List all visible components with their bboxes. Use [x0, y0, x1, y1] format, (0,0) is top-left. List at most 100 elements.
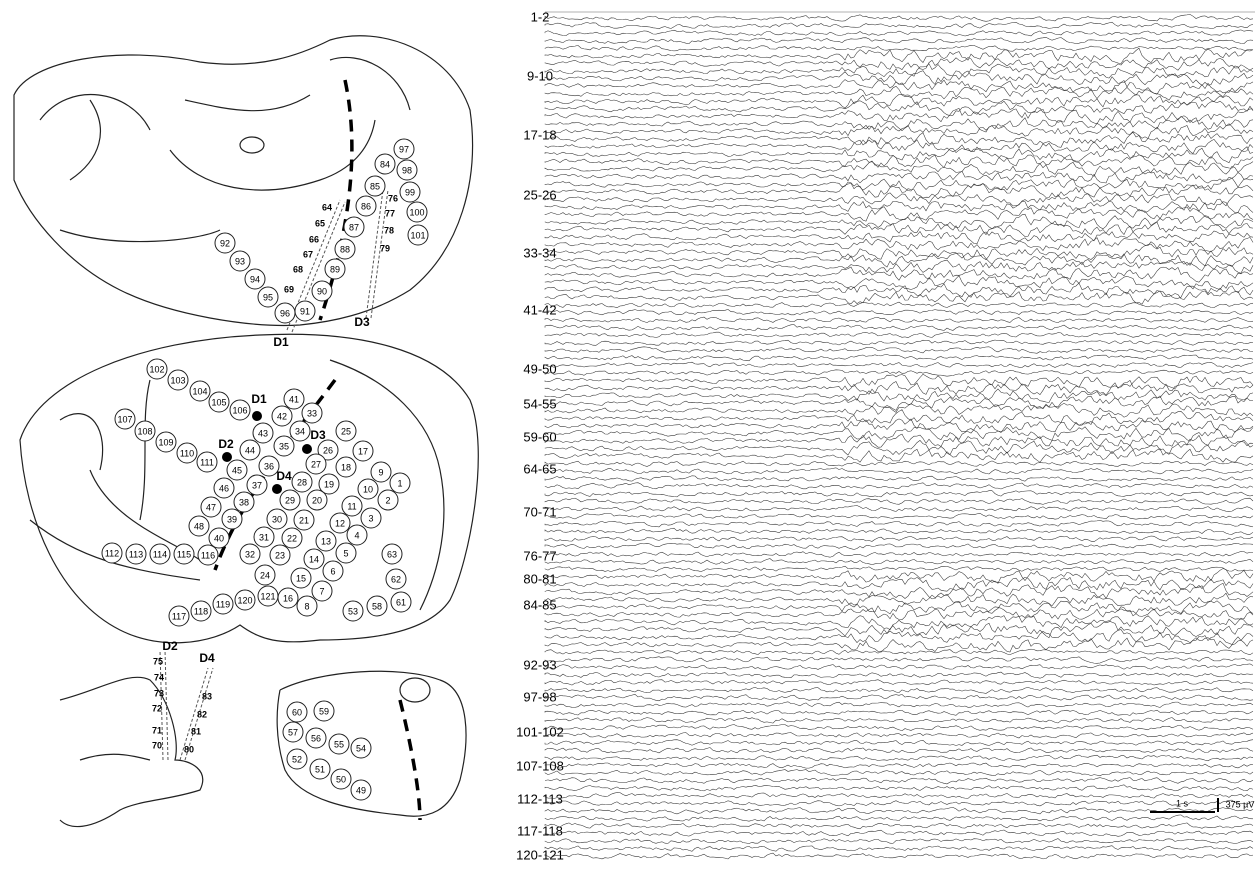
contact-label: 16 — [283, 593, 293, 603]
contact-label: 22 — [287, 533, 297, 543]
contact-label: 110 — [180, 448, 194, 458]
channel-label: 17-18 — [523, 127, 556, 142]
eeg-trace — [544, 331, 1254, 338]
contact-label: 3 — [368, 513, 373, 523]
contact-circle — [290, 567, 312, 589]
contact-circle — [357, 478, 379, 500]
eeg-trace — [544, 732, 1254, 739]
contact-circle — [229, 399, 251, 421]
contact-circle — [313, 700, 335, 722]
eeg-trace — [544, 582, 1254, 600]
contact-label: 120 — [237, 595, 252, 605]
eeg-trace — [544, 221, 1254, 237]
contact-label: 113 — [129, 549, 143, 559]
contact-circle — [317, 439, 339, 461]
contact-label: 121 — [260, 591, 275, 601]
contact-circle — [200, 496, 222, 518]
eeg-trace — [544, 94, 1254, 109]
eeg-trace — [544, 762, 1254, 769]
eeg-trace — [544, 460, 1254, 467]
contact-label: 104 — [192, 386, 207, 396]
contact-circle — [341, 495, 363, 517]
eeg-trace — [544, 606, 1254, 620]
eeg-trace — [544, 724, 1254, 732]
contact-circle — [306, 489, 328, 511]
contact-label: 109 — [158, 437, 173, 447]
contact-label: 28 — [297, 477, 307, 487]
contact-circle — [406, 201, 428, 223]
contact-circle — [311, 280, 333, 302]
contact-label: 43 — [258, 428, 268, 438]
channel-label: 59-60 — [523, 429, 556, 444]
electrode-dot — [302, 444, 312, 454]
contact-label: 51 — [315, 764, 325, 774]
scale-time-label: 1 s — [1176, 798, 1189, 808]
contact-circle — [239, 543, 261, 565]
eeg-trace — [544, 482, 1254, 490]
depth-electrode-label: D4 — [199, 651, 215, 665]
channel-label: 33-34 — [523, 245, 556, 260]
eeg-trace — [544, 754, 1254, 762]
contact-circle — [322, 560, 344, 582]
contact-circle — [286, 748, 308, 770]
contact-label: 57 — [288, 727, 298, 737]
contact-circle — [155, 431, 177, 453]
contact-circle — [393, 138, 415, 160]
contact-label: 56 — [311, 733, 321, 743]
contact-label: 86 — [361, 201, 371, 211]
contact-circle — [277, 587, 299, 609]
contact-circle — [374, 153, 396, 175]
eeg-trace — [544, 200, 1254, 213]
eeg-trace — [544, 388, 1254, 403]
depth-electrode-label: D1 — [273, 335, 289, 349]
contact-label: 24 — [260, 570, 270, 580]
eeg-trace — [544, 409, 1254, 426]
contact-label: 116 — [201, 550, 215, 560]
contact-circle — [335, 420, 357, 442]
contact-label: 100 — [409, 207, 424, 217]
contact-label: 102 — [149, 364, 164, 374]
eeg-trace — [544, 21, 1254, 30]
contact-label: 58 — [372, 601, 382, 611]
contact-circle — [364, 175, 386, 197]
eeg-trace — [544, 123, 1254, 139]
contact-circle — [197, 544, 219, 566]
contact-circle — [309, 758, 331, 780]
eeg-trace — [544, 490, 1254, 498]
contact-circle — [208, 391, 230, 413]
contact-circle — [114, 408, 136, 430]
eeg-trace — [544, 418, 1254, 434]
eeg-trace — [544, 693, 1254, 702]
eeg-trace — [544, 57, 1254, 71]
contact-circle — [168, 605, 190, 627]
eeg-trace — [544, 615, 1254, 631]
contact-circle — [329, 512, 351, 534]
contact-label: 54 — [356, 743, 366, 753]
eeg-trace — [544, 29, 1254, 37]
eeg-trace — [544, 282, 1254, 299]
contact-circle — [234, 589, 256, 611]
contact-circle — [125, 543, 147, 565]
depth-contact-label: 79 — [380, 243, 390, 253]
depth-contact-label: 73 — [154, 688, 164, 698]
contact-label: 31 — [259, 532, 269, 542]
contact-label: 36 — [264, 461, 274, 471]
contact-label: 118 — [194, 606, 208, 616]
contact-label: 55 — [334, 739, 344, 749]
eeg-trace — [544, 829, 1254, 837]
contact-label: 35 — [279, 441, 289, 451]
contact-label: 111 — [200, 457, 214, 467]
depth-contact-label: 65 — [315, 218, 325, 228]
contact-circle — [239, 439, 261, 461]
contact-circle — [377, 489, 399, 511]
contact-circle — [360, 507, 382, 529]
eeg-trace — [544, 565, 1254, 572]
contact-label: 12 — [335, 518, 345, 528]
contact-label: 18 — [341, 462, 351, 472]
contact-label: 47 — [206, 502, 216, 512]
eeg-trace — [544, 497, 1254, 505]
eeg-trace — [544, 448, 1254, 464]
contact-circle — [101, 542, 123, 564]
eeg-trace — [544, 784, 1254, 792]
eeg-trace — [544, 346, 1254, 354]
